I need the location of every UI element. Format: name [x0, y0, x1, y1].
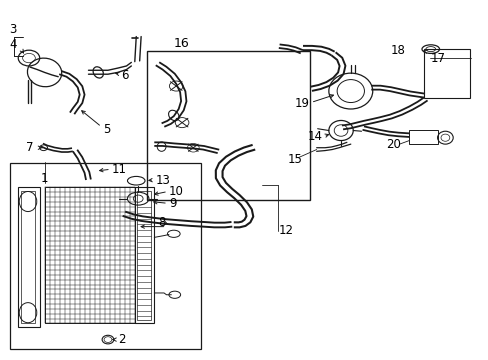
Bar — [44, 187, 135, 323]
Text: 13: 13 — [156, 174, 170, 186]
Text: 16: 16 — [173, 36, 189, 50]
Bar — [423, 49, 469, 98]
Text: 6: 6 — [122, 69, 129, 82]
Text: 9: 9 — [168, 197, 176, 210]
Bar — [137, 191, 151, 320]
Bar — [10, 163, 200, 349]
Text: 10: 10 — [168, 185, 183, 198]
Text: 4: 4 — [9, 38, 17, 51]
Text: 1: 1 — [41, 172, 48, 185]
Text: 7: 7 — [26, 141, 34, 154]
Bar — [408, 130, 437, 144]
Text: 17: 17 — [430, 51, 445, 64]
Text: 8: 8 — [158, 216, 165, 229]
Text: 18: 18 — [390, 44, 405, 57]
Text: 15: 15 — [287, 153, 302, 166]
Text: 2: 2 — [118, 333, 125, 346]
Text: 5: 5 — [103, 123, 110, 136]
Text: 20: 20 — [385, 138, 400, 151]
Bar — [18, 187, 40, 327]
Text: 14: 14 — [307, 130, 322, 144]
Text: 11: 11 — [112, 163, 126, 176]
Text: 19: 19 — [294, 98, 309, 111]
Text: 12: 12 — [278, 224, 293, 238]
Text: 3: 3 — [9, 23, 17, 36]
Bar — [147, 51, 310, 200]
Bar — [21, 191, 35, 323]
Bar — [135, 187, 154, 323]
